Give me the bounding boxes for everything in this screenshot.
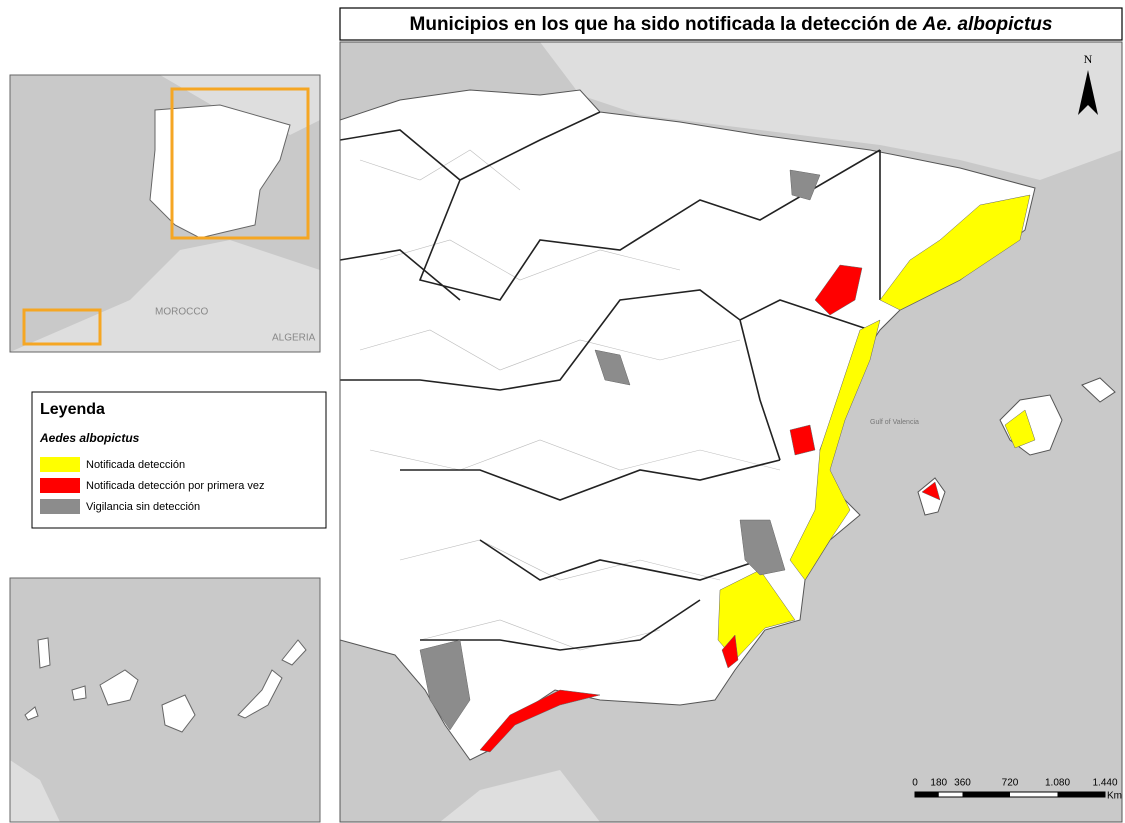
legend: Leyenda Aedes albopictus Notificada dete… <box>32 392 326 528</box>
inset-label: MOROCCO <box>155 307 209 318</box>
main-map: Gulf of Valencia <box>340 42 1122 822</box>
legend-subtitle: Aedes albopictus <box>39 431 140 445</box>
legend-label: Notificada detección <box>86 459 185 471</box>
map-title: Municipios en los que ha sido notificada… <box>410 14 1053 35</box>
scale-unit: Km <box>1107 791 1122 802</box>
scale-label: 180 <box>930 778 947 789</box>
title-italic: Ae. albopictus <box>922 14 1053 35</box>
map-figure: Municipios en los que ha sido notificada… <box>0 0 1125 823</box>
scale-segment <box>915 792 939 797</box>
scale-label: 0 <box>912 778 918 789</box>
scale-label: 720 <box>1002 778 1019 789</box>
inset-label: ALGERIA <box>272 333 316 344</box>
sea-label: Gulf of Valencia <box>870 419 919 426</box>
scale-label: 1.440 <box>1092 778 1117 789</box>
north-label: N <box>1084 52 1093 66</box>
page: Municipios en los que ha sido notificada… <box>0 0 1125 823</box>
legend-label: Vigilancia sin detección <box>86 501 200 513</box>
la-palma <box>38 638 50 668</box>
legend-swatch <box>40 478 80 493</box>
legend-swatch <box>40 457 80 472</box>
canarias-inset <box>10 578 320 822</box>
scale-segment <box>963 792 1011 797</box>
legend-title: Leyenda <box>40 401 105 418</box>
legend-label: Notificada detección por primera vez <box>86 480 265 492</box>
scale-label: 360 <box>954 778 971 789</box>
scale-label: 1.080 <box>1045 778 1070 789</box>
title-text: Municipios en los que ha sido notificada… <box>410 14 923 35</box>
scale-segment <box>1058 792 1106 797</box>
legend-swatch <box>40 499 80 514</box>
inset-sea <box>10 578 320 822</box>
